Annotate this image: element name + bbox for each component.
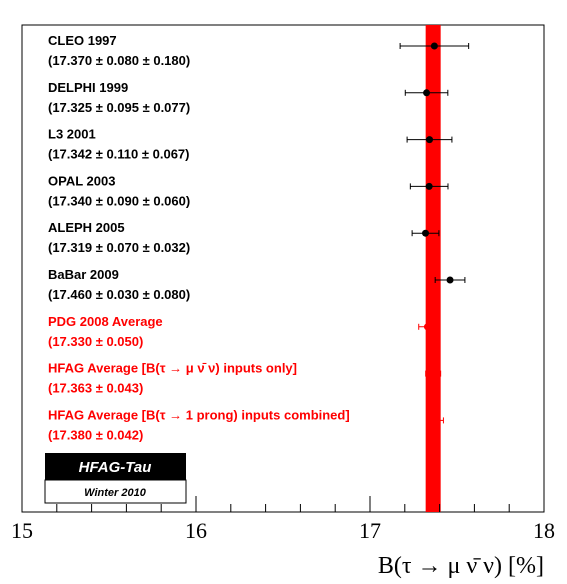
x-tick-label: 16 <box>185 518 207 543</box>
logo-subtitle: Winter 2010 <box>84 487 147 499</box>
measurement-value: (17.342 ± 0.110 ± 0.067) <box>48 147 189 162</box>
average-band <box>426 25 441 512</box>
x-tick-label: 18 <box>533 518 555 543</box>
measurement-name: DELPHI 1999 <box>48 80 128 95</box>
data-point <box>423 89 430 96</box>
measurement-value: (17.330 ± 0.050) <box>48 334 143 349</box>
measurement-name: CLEO 1997 <box>48 33 117 48</box>
data-point <box>426 183 433 190</box>
data-point <box>426 136 433 143</box>
data-point <box>431 43 438 50</box>
measurement-name: HFAG Average [B(τ → 1 prong) inputs comb… <box>48 407 350 422</box>
data-point <box>447 277 454 284</box>
measurement-value: (17.460 ± 0.030 ± 0.080) <box>48 287 190 302</box>
data-point <box>422 230 429 237</box>
measurement-value: (17.363 ± 0.043) <box>48 381 143 396</box>
measurement-name: L3 2001 <box>48 127 96 142</box>
hfag-logo: HFAG-Tau Winter 2010 <box>45 453 186 503</box>
measurement-name: PDG 2008 Average <box>48 314 163 329</box>
measurement-name: ALEPH 2005 <box>48 220 125 235</box>
logo-title: HFAG-Tau <box>79 459 152 476</box>
x-tick-label: 15 <box>11 518 33 543</box>
measurement-value: (17.325 ± 0.095 ± 0.077) <box>48 100 190 115</box>
data-point <box>430 370 437 377</box>
x-tick-label: 17 <box>359 518 381 543</box>
data-point <box>424 323 431 330</box>
measurement-value: (17.340 ± 0.090 ± 0.060) <box>48 193 190 208</box>
measurement-labels: CLEO 1997 (17.370 ± 0.080 ± 0.180) DELPHI … <box>48 33 350 442</box>
measurement-name: HFAG Average [B(τ → μ ν̄ ν) inputs only] <box>48 361 297 376</box>
measurement-name: OPAL 2003 <box>48 173 115 188</box>
x-axis-label: B(τ → μ ν̄ ν) [%] <box>378 553 544 579</box>
measurement-value: (17.380 ± 0.042) <box>48 427 143 442</box>
measurement-value: (17.370 ± 0.080 ± 0.180) <box>48 53 190 68</box>
data-point <box>433 417 440 424</box>
measurement-value: (17.319 ± 0.070 ± 0.032) <box>48 240 190 255</box>
measurement-name: BaBar 2009 <box>48 267 119 282</box>
